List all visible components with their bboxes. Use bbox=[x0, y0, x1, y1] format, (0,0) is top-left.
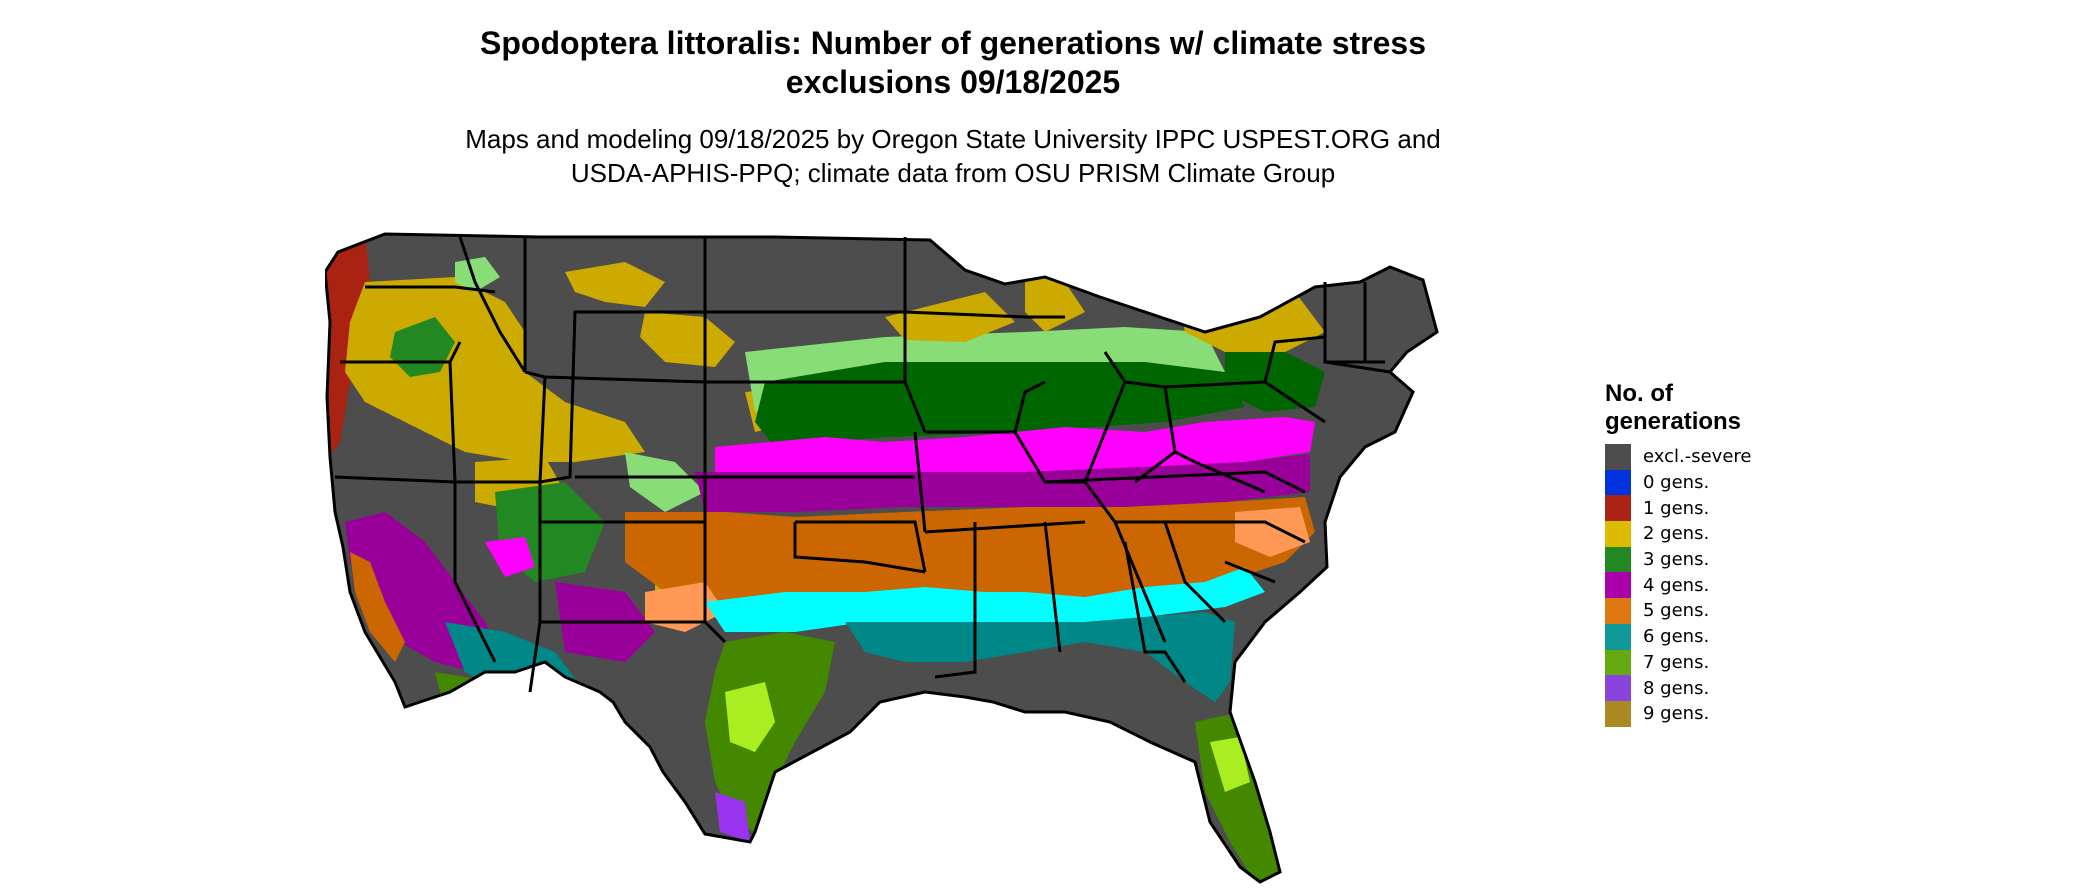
zone-gen7-texas bbox=[705, 632, 835, 832]
zone-gen7-light-texas bbox=[725, 682, 775, 752]
legend-swatch bbox=[1605, 623, 1631, 650]
legend-item-7-gens: 7 gens. bbox=[1605, 649, 1845, 676]
legend-label: 0 gens. bbox=[1643, 472, 1710, 494]
zone-gen4-bright-central bbox=[715, 417, 1315, 477]
state-borders bbox=[325, 232, 1439, 884]
map-subtitle-line2: USDA-APHIS-PPQ; climate data from OSU PR… bbox=[570, 158, 1336, 188]
map-subtitle: Maps and modeling 09/18/2025 by Oregon S… bbox=[0, 122, 1906, 190]
map-subtitle-line1: Maps and modeling 09/18/2025 by Oregon S… bbox=[465, 124, 1441, 154]
zone-gen7-arizona bbox=[435, 672, 525, 722]
zone-gen5-california-coast bbox=[350, 552, 405, 662]
legend-swatch bbox=[1605, 675, 1631, 701]
legend-item-6-gens: 6 gens. bbox=[1605, 623, 1845, 650]
legend-swatch bbox=[1605, 572, 1631, 599]
zone-gen6-light-gulf bbox=[705, 567, 1265, 632]
legend-title: No. of generations bbox=[1605, 380, 1845, 436]
legend-swatch bbox=[1605, 444, 1631, 470]
legend-swatch bbox=[1605, 469, 1631, 496]
us-map-svg bbox=[325, 232, 1439, 884]
map-title-line1: Spodoptera littoralis: Number of generat… bbox=[480, 25, 1426, 61]
legend-swatch bbox=[1605, 700, 1631, 727]
legend-swatch bbox=[1605, 598, 1631, 624]
legend-title-line1: No. of bbox=[1605, 380, 1673, 407]
us-generations-map bbox=[325, 222, 1570, 890]
zone-gen6-gulf bbox=[845, 612, 1235, 702]
legend-item-3-gens: 3 gens. bbox=[1605, 546, 1845, 573]
zone-gen8-texas-tip bbox=[715, 792, 750, 842]
legend-label: 4 gens. bbox=[1643, 574, 1710, 596]
legend-label: 2 gens. bbox=[1643, 523, 1710, 545]
legend-swatch bbox=[1605, 495, 1631, 522]
map-legend: No. of generations excl.-severe 0 gens. … bbox=[1605, 380, 1845, 727]
zone-gen5-light-south bbox=[1235, 507, 1310, 557]
legend-item-5-gens: 5 gens. bbox=[1605, 598, 1845, 624]
legend-swatch bbox=[1605, 546, 1631, 573]
zone-gen5-south bbox=[625, 497, 1315, 612]
legend-label: 8 gens. bbox=[1643, 677, 1710, 699]
map-title-line2: exclusions 09/18/2025 bbox=[785, 64, 1121, 100]
legend-item-9-gens: 9 gens. bbox=[1605, 700, 1845, 727]
zone-gen3l-colorado bbox=[625, 452, 705, 512]
zone-gen7-light-florida bbox=[1210, 737, 1250, 792]
legend-item-4-gens: 4 gens. bbox=[1605, 572, 1845, 599]
legend-swatch bbox=[1605, 649, 1631, 676]
legend-item-2-gens: 2 gens. bbox=[1605, 521, 1845, 547]
legend-items: excl.-severe 0 gens. 1 gens. 2 gens. 3 g… bbox=[1605, 444, 1845, 727]
generation-zones bbox=[325, 234, 1437, 882]
legend-label: 9 gens. bbox=[1643, 703, 1710, 725]
zone-gen4b-greatbasin bbox=[485, 537, 535, 577]
legend-swatch bbox=[1605, 521, 1631, 547]
zone-gen3l-northwest-patches bbox=[455, 257, 500, 292]
map-title: Spodoptera littoralis: Number of generat… bbox=[0, 24, 1906, 102]
legend-label: 7 gens. bbox=[1643, 651, 1710, 673]
legend-item-1-gens: 1 gens. bbox=[1605, 495, 1845, 522]
legend-item-0-gens: 0 gens. bbox=[1605, 469, 1845, 496]
zone-gen3-northeast bbox=[1225, 352, 1325, 412]
legend-item-excl-severe: excl.-severe bbox=[1605, 444, 1845, 470]
legend-title-line2: generations bbox=[1605, 408, 1742, 435]
legend-item-8-gens: 8 gens. bbox=[1605, 675, 1845, 701]
zone-gen2-wyoming bbox=[640, 312, 735, 367]
zone-gen4-dark-central bbox=[695, 454, 1310, 512]
zone-gen2-montana bbox=[565, 262, 665, 307]
legend-label: 3 gens. bbox=[1643, 549, 1710, 571]
legend-label: 6 gens. bbox=[1643, 626, 1710, 648]
legend-label: 1 gens. bbox=[1643, 497, 1710, 519]
legend-label: 5 gens. bbox=[1643, 600, 1710, 622]
legend-label: excl.-severe bbox=[1643, 446, 1752, 468]
zone-gen2-greatlakes bbox=[885, 292, 1015, 342]
